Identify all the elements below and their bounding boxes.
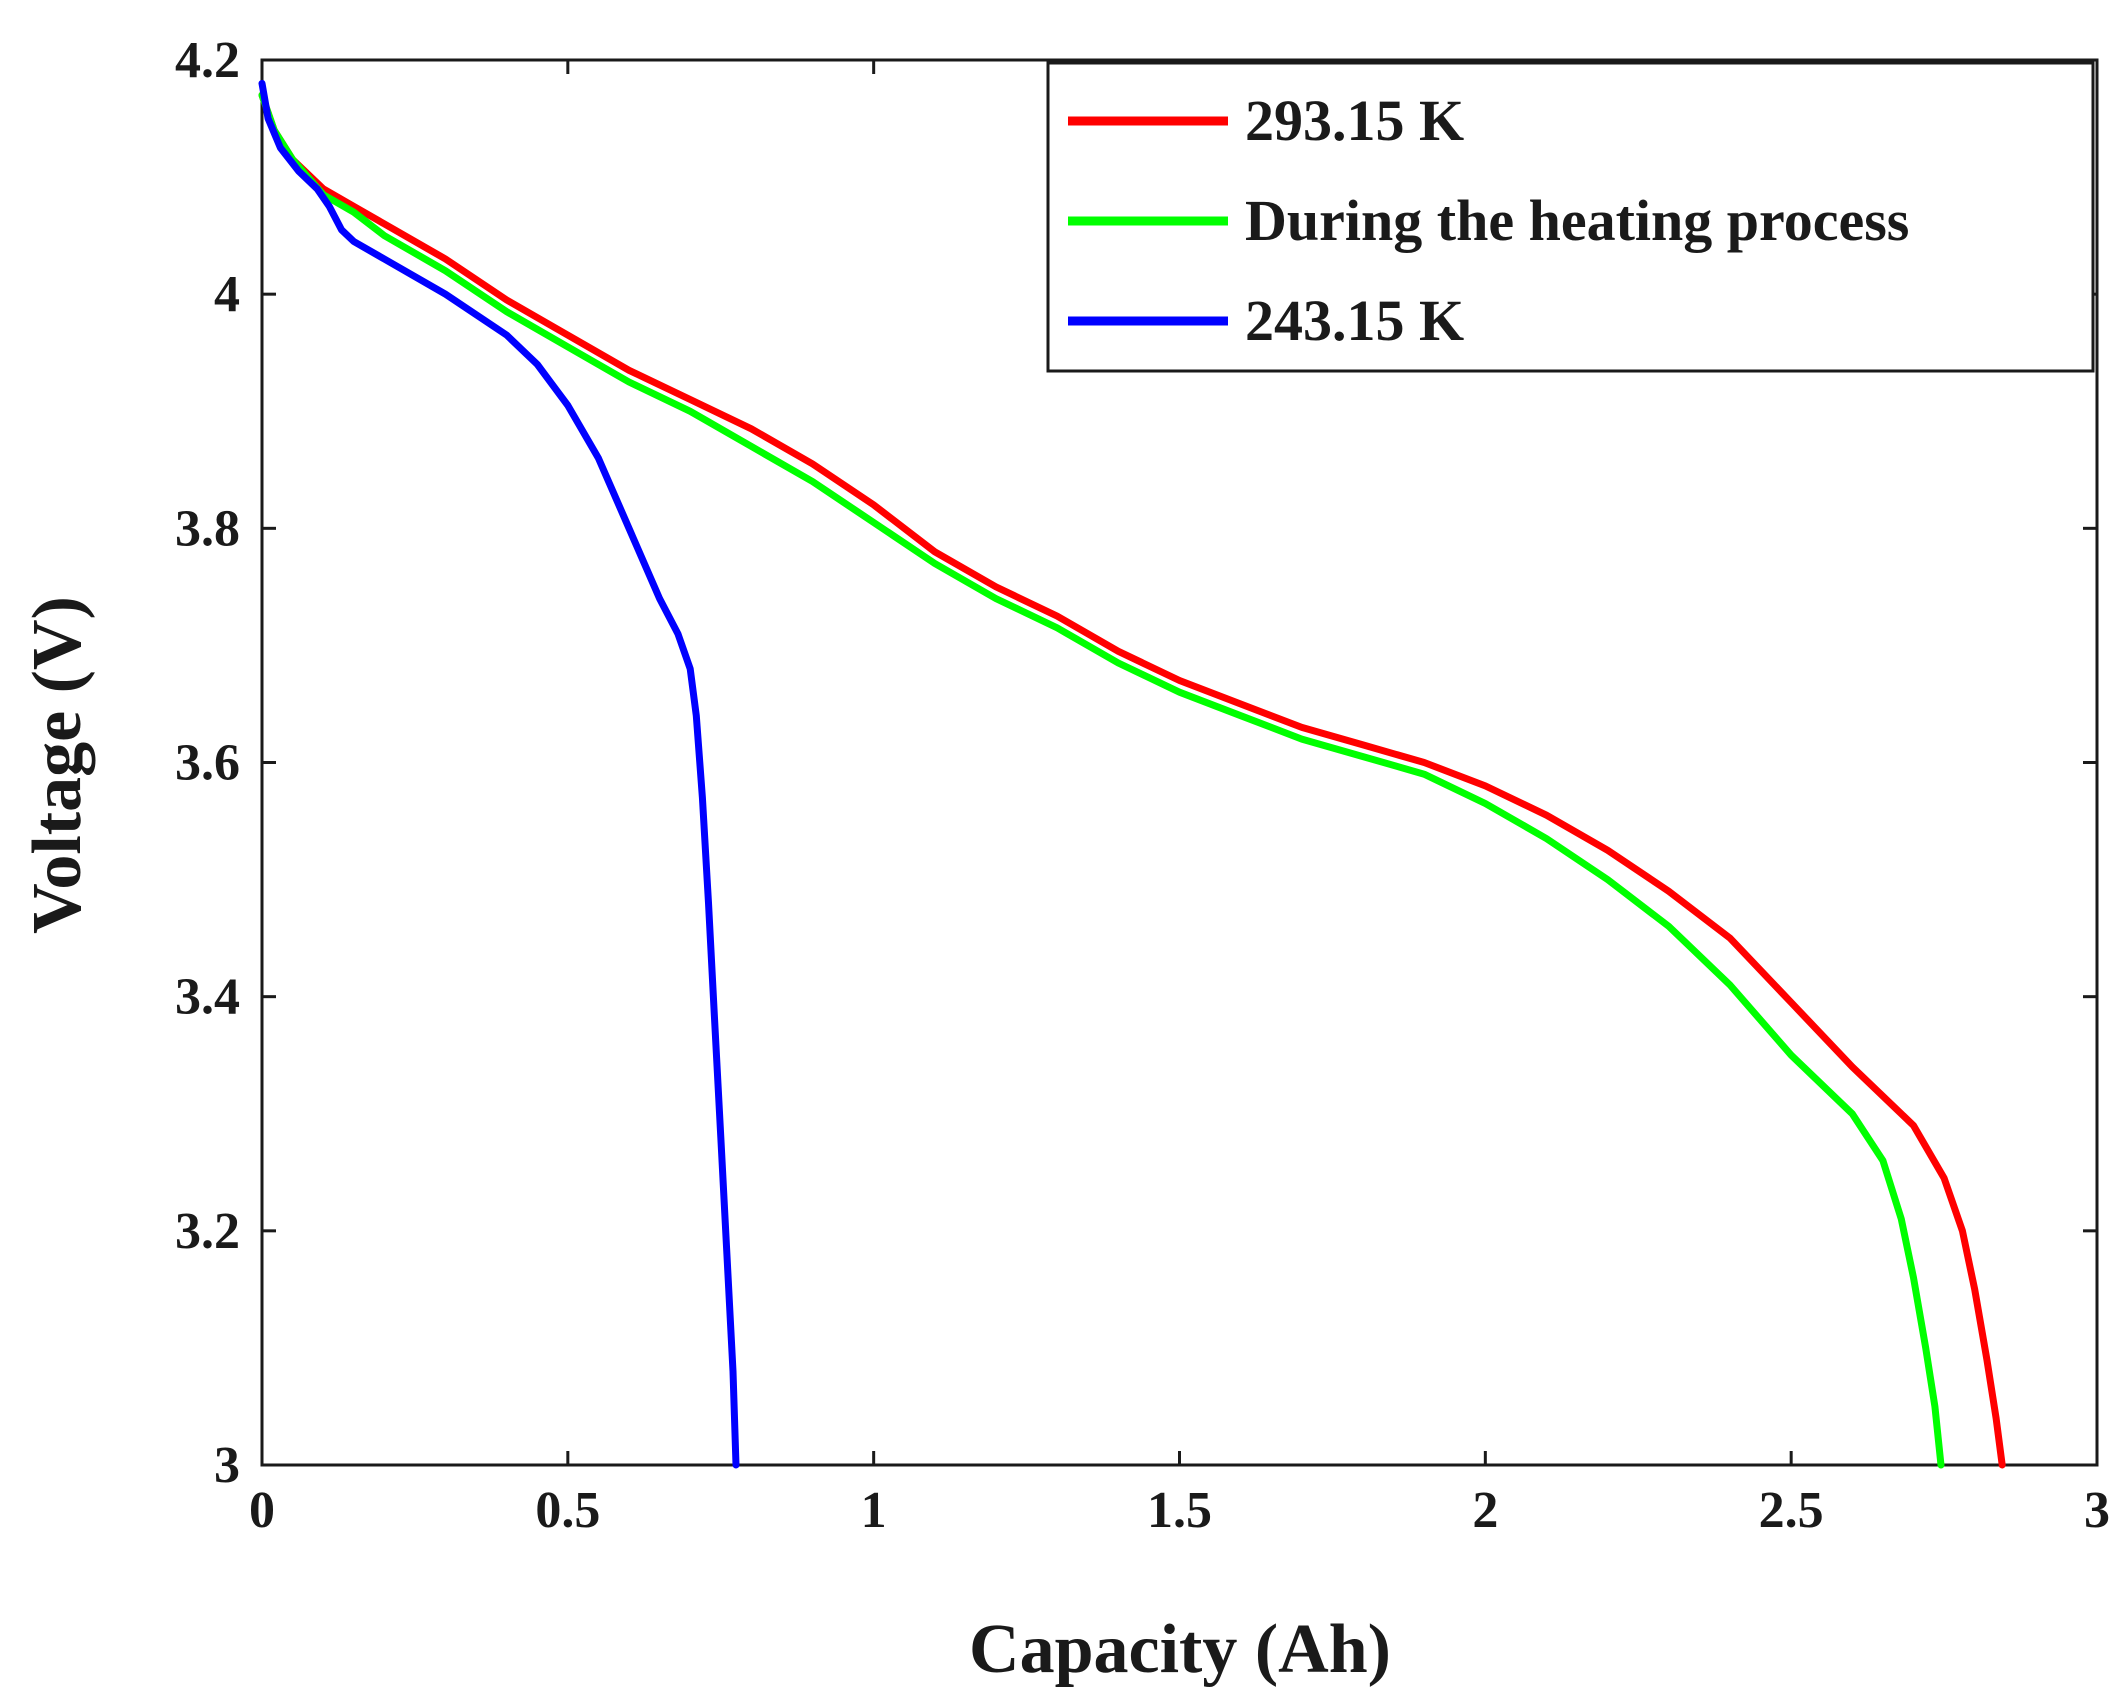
x-tick-label: 3 xyxy=(2084,1482,2110,1539)
legend-label-3: 243.15 K xyxy=(1245,288,1464,353)
x-tick-label: 2.5 xyxy=(1759,1482,1824,1539)
y-tick-label: 3.8 xyxy=(175,500,240,557)
y-tick-label: 3.6 xyxy=(175,735,240,792)
plot-area: 0 0.5 1 1.5 2 2.5 3 3 3.2 3.4 3.6 3.8 4 4.2 xyxy=(175,32,2110,1539)
legend-label-1: 293.15 K xyxy=(1245,88,1464,153)
x-axis-ticks: 0 0.5 1 1.5 2 2.5 3 xyxy=(249,60,2110,1539)
y-tick-label: 4 xyxy=(214,266,240,323)
y-tick-label: 3.2 xyxy=(175,1203,240,1260)
y-axis-ticks: 3 3.2 3.4 3.6 3.8 4 4.2 xyxy=(175,32,2097,1494)
legend: 293.15 K During the heating process 243.15… xyxy=(1046,61,2095,373)
legend-label-2: During the heating process xyxy=(1245,188,1909,253)
legend-items: 293.15 K During the heating process 243.15… xyxy=(1068,88,1909,353)
series-lines xyxy=(258,79,2006,1469)
y-tick-label: 3 xyxy=(214,1437,240,1494)
y-tick-label: 4.2 xyxy=(175,32,240,89)
y-tick-label: 3.4 xyxy=(175,969,240,1026)
series-line-1 xyxy=(258,91,2006,1469)
x-tick-label: 0.5 xyxy=(535,1482,600,1539)
series-line-3 xyxy=(258,79,740,1469)
y-axis-title: Voltage (V) xyxy=(19,596,96,934)
x-tick-label: 0 xyxy=(249,1482,275,1539)
x-tick-label: 1.5 xyxy=(1147,1482,1212,1539)
x-axis-title: Capacity (Ah) xyxy=(969,1611,1391,1688)
series-line-2 xyxy=(258,91,1945,1469)
x-tick-label: 2 xyxy=(1472,1482,1498,1539)
x-tick-label: 1 xyxy=(861,1482,887,1539)
